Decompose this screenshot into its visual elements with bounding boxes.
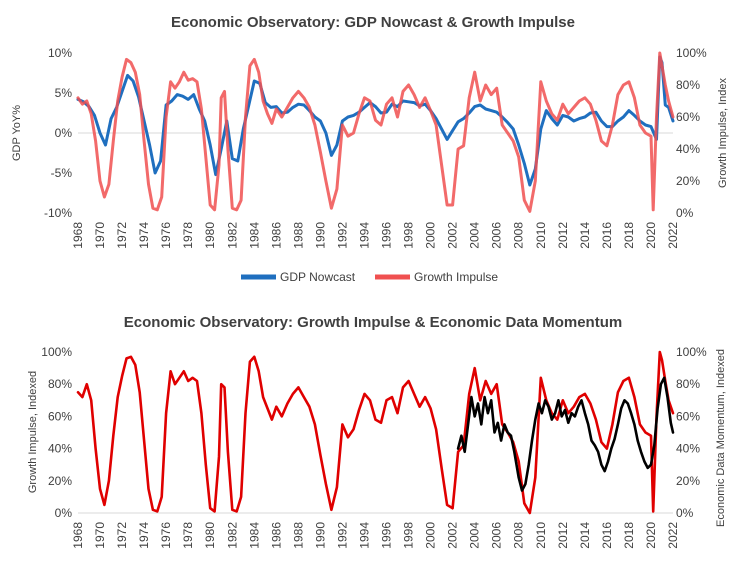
chart2-y-tick-label: 0% xyxy=(55,506,73,520)
chart2-x-tick-label: 2008 xyxy=(512,522,526,549)
chart1-x-tick-label: 2002 xyxy=(446,222,460,249)
chart1-y2-tick-label: 60% xyxy=(676,110,700,124)
chart1-x-tick-label: 2004 xyxy=(468,222,482,249)
chart2-x-tick-label: 1986 xyxy=(269,522,283,549)
chart1-x-tick-label: 1974 xyxy=(137,222,151,249)
legend-growth-impulse-label: Growth Impulse xyxy=(414,270,498,284)
chart1-x-tick-label: 1992 xyxy=(335,222,349,249)
chart1-x-tick-label: 2000 xyxy=(424,222,438,249)
chart2-x-tick-label: 1978 xyxy=(181,522,195,549)
chart1-x-tick-label: 2020 xyxy=(644,222,658,249)
chart2-y-tick-label: 20% xyxy=(48,474,72,488)
chart2-x-tick-label: 2010 xyxy=(534,522,548,549)
chart1-x-tick-label: 1980 xyxy=(203,222,217,249)
chart2-x-tick-label: 1970 xyxy=(93,522,107,549)
chart1-y2-tick-label: 80% xyxy=(676,78,700,92)
chart2-series-1-line xyxy=(76,350,675,515)
chart2-x-tick-label: 1982 xyxy=(225,522,239,549)
chart1-x-tick-label: 2012 xyxy=(556,222,570,249)
chart2-y2-tick-label: 40% xyxy=(676,442,700,456)
chart2-y2-axis-label: Economic Data Momentum, Indexed xyxy=(715,349,727,527)
chart2-y2-tick-label: 100% xyxy=(676,345,707,359)
chart2-series-2-line xyxy=(456,376,675,492)
chart2-x-tick-label: 1976 xyxy=(159,522,173,549)
chart2-x-tick-label: 1994 xyxy=(357,522,371,549)
chart1-x-tick-label: 1984 xyxy=(247,222,261,249)
chart1-x-tick-label: 1978 xyxy=(181,222,195,249)
chart2-title: Economic Observatory: Growth Impulse & E… xyxy=(124,314,622,331)
chart1-gdp-nowcast-line xyxy=(76,55,675,187)
chart2-y2-tick-label: 0% xyxy=(676,506,694,520)
chart2-x-tick-label: 2016 xyxy=(600,522,614,549)
chart1-x-tick-label: 2006 xyxy=(490,222,504,249)
chart1-x-tick-label: 1976 xyxy=(159,222,173,249)
chart1-y2-axis-label: Growth Impulse, Index xyxy=(717,77,729,188)
chart2-x-tick-label: 2000 xyxy=(424,522,438,549)
chart1-x-tick-label: 1970 xyxy=(93,222,107,249)
chart2-x-tick-label: 2012 xyxy=(556,522,570,549)
chart1-x-tick-label: 2010 xyxy=(534,222,548,249)
chart1-x-tick-label: 1972 xyxy=(115,222,129,249)
chart2-x-tick-label: 1996 xyxy=(380,522,394,549)
legend-gdp-nowcast-label: GDP Nowcast xyxy=(280,270,356,284)
chart1-x-tick-label: 2018 xyxy=(622,222,636,249)
chart2-x-tick-label: 2020 xyxy=(644,522,658,549)
chart2-x-tick-label: 1984 xyxy=(247,522,261,549)
chart1-y2-tick-label: 40% xyxy=(676,142,700,156)
chart2-x-tick-label: 1998 xyxy=(402,522,416,549)
chart2-x-tick-label: 1990 xyxy=(313,522,327,549)
chart1-x-tick-label: 1986 xyxy=(269,222,283,249)
chart1-title: Economic Observatory: GDP Nowcast & Grow… xyxy=(171,14,575,31)
chart2-x-tick-label: 2004 xyxy=(468,522,482,549)
chart2-x-tick-label: 1968 xyxy=(71,522,85,549)
chart2-y-tick-label: 60% xyxy=(48,409,72,423)
chart1-y-tick-label: -10% xyxy=(44,206,72,220)
chart2-x-tick-label: 1988 xyxy=(291,522,305,549)
chart2-x-tick-label: 2018 xyxy=(622,522,636,549)
chart2-y2-tick-label: 20% xyxy=(676,474,700,488)
chart2-y-axis-label: Growth Impulse, Indexed xyxy=(27,371,39,493)
chart1-y-axis-label: GDP YoY% xyxy=(11,105,23,161)
chart1-y-tick-label: 10% xyxy=(48,46,72,60)
chart1-y2-tick-label: 0% xyxy=(676,206,694,220)
chart1-growth-impulse-line xyxy=(76,51,675,213)
chart1-y2-tick-label: 20% xyxy=(676,174,700,188)
chart2-x-tick-label: 1972 xyxy=(115,522,129,549)
chart2-x-tick-label: 2002 xyxy=(446,522,460,549)
chart2-y-tick-label: 100% xyxy=(41,345,72,359)
chart2-x-tick-label: 2006 xyxy=(490,522,504,549)
chart1-y-tick-label: 0% xyxy=(55,126,73,140)
chart2-y2-tick-label: 60% xyxy=(676,409,700,423)
chart1-x-tick-label: 1994 xyxy=(357,222,371,249)
chart1-x-tick-label: 2022 xyxy=(666,222,680,249)
chart2-x-tick-label: 2014 xyxy=(578,522,592,549)
chart1-x-tick-label: 1982 xyxy=(225,222,239,249)
chart2-y-tick-label: 40% xyxy=(48,442,72,456)
chart1-x-tick-label: 1998 xyxy=(402,222,416,249)
chart2-x-tick-label: 1992 xyxy=(335,522,349,549)
chart1-y-tick-label: -5% xyxy=(51,166,73,180)
chart1-y-tick-label: 5% xyxy=(55,86,73,100)
chart1-x-tick-label: 2008 xyxy=(512,222,526,249)
chart1-x-tick-label: 1990 xyxy=(313,222,327,249)
chart1-x-tick-label: 1968 xyxy=(71,222,85,249)
chart2-x-tick-label: 1980 xyxy=(203,522,217,549)
chart1-x-tick-label: 2014 xyxy=(578,222,592,249)
chart1-y2-tick-label: 100% xyxy=(676,46,707,60)
chart2-y2-tick-label: 80% xyxy=(676,377,700,391)
chart2-x-tick-label: 2022 xyxy=(666,522,680,549)
chart1-x-tick-label: 1988 xyxy=(291,222,305,249)
chart2-y-tick-label: 80% xyxy=(48,377,72,391)
chart1-x-tick-label: 1996 xyxy=(380,222,394,249)
chart2-x-tick-label: 1974 xyxy=(137,522,151,549)
chart1-x-tick-label: 2016 xyxy=(600,222,614,249)
